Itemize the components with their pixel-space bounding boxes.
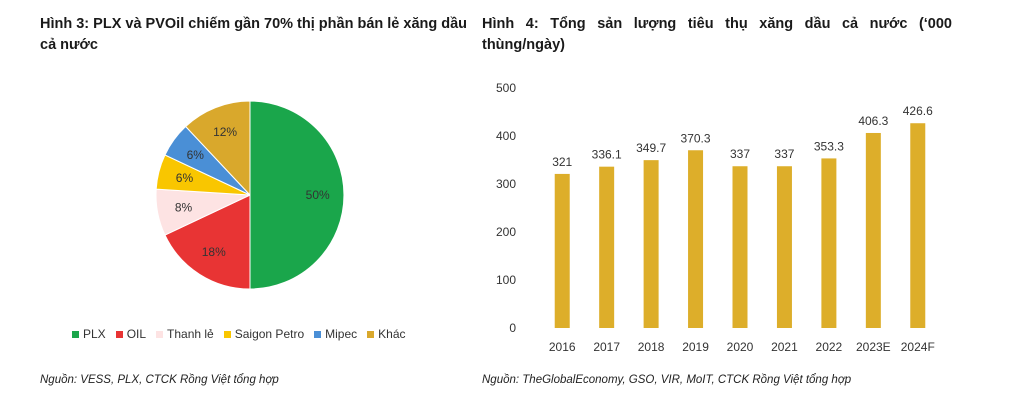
bar-2018 bbox=[643, 160, 659, 328]
bar-figure-title: Hình 4: Tổng sản lượng tiêu thụ xăng dầu… bbox=[482, 16, 952, 53]
bar-value-label: 353.3 bbox=[814, 139, 844, 153]
bar-2023E bbox=[865, 132, 881, 328]
x-tick-label: 2022 bbox=[816, 340, 843, 354]
legend-item: Mipec bbox=[314, 327, 357, 341]
bar-value-label: 337 bbox=[774, 147, 794, 161]
pie-legend: PLX OIL Thanh lẻ Saigon Petro Mipec Khác bbox=[72, 327, 406, 341]
x-tick-label: 2020 bbox=[727, 340, 754, 354]
legend-swatch bbox=[223, 330, 231, 338]
legend-item: Thanh lẻ bbox=[156, 327, 214, 341]
legend-swatch bbox=[367, 330, 375, 338]
legend-swatch bbox=[314, 330, 322, 338]
legend-swatch bbox=[115, 330, 123, 338]
legend-swatch bbox=[156, 330, 164, 338]
legend-label: Saigon Petro bbox=[234, 327, 305, 341]
y-tick-label: 300 bbox=[496, 177, 516, 191]
bar-2016 bbox=[554, 173, 570, 328]
bar-2024F bbox=[910, 123, 926, 328]
x-tick-label: 2021 bbox=[771, 340, 798, 354]
bar-value-label: 370.3 bbox=[681, 131, 711, 145]
bar-value-label: 349.7 bbox=[636, 141, 666, 155]
bar-value-label: 321 bbox=[552, 155, 572, 169]
bar-2020 bbox=[732, 166, 748, 328]
bar-value-label: 337 bbox=[730, 147, 750, 161]
x-tick-label: 2023E bbox=[856, 340, 891, 354]
pie-slice-label: 6% bbox=[187, 148, 205, 162]
pie-slice-label: 6% bbox=[176, 171, 194, 185]
pie-slice-khác bbox=[184, 100, 251, 197]
x-tick-label: 2024F bbox=[901, 340, 935, 354]
legend-item: Khác bbox=[367, 327, 406, 341]
pie-slice-label: 18% bbox=[202, 245, 226, 259]
y-tick-label: 100 bbox=[496, 273, 516, 287]
y-tick-label: 0 bbox=[509, 321, 516, 335]
bar-value-label: 406.3 bbox=[858, 114, 888, 128]
bar-chart: 0 100 200 300 400 500 321 2016 336.1 2017 349.7 201… bbox=[496, 81, 935, 354]
bar-2021 bbox=[776, 166, 792, 328]
pie-chart: 50% 18% 8% 6% 6% 12% bbox=[155, 100, 345, 290]
legend-item: PLX bbox=[72, 327, 106, 341]
legend-swatch bbox=[72, 330, 79, 338]
y-tick-label: 500 bbox=[496, 81, 516, 95]
legend-item: OIL bbox=[115, 327, 147, 341]
legend-label: Mipec bbox=[325, 327, 358, 341]
pie-slice-label: 8% bbox=[175, 201, 193, 215]
pie-slice-label: 12% bbox=[213, 125, 237, 139]
legend-item: Saigon Petro bbox=[223, 327, 305, 341]
pie-figure-title: Hình 3: PLX và PVOil chiếm gần 70% thị p… bbox=[40, 16, 468, 53]
pie-source-note: Nguồn: VESS, PLX, CTCK Rồng Việt tổng hợ… bbox=[40, 374, 279, 386]
bar-source-note: Nguồn: TheGlobalEconomy, GSO, VIR, MoIT,… bbox=[482, 374, 852, 386]
x-tick-label: 2017 bbox=[593, 340, 620, 354]
x-tick-label: 2016 bbox=[549, 340, 576, 354]
x-tick-label: 2018 bbox=[638, 340, 665, 354]
bar-2019 bbox=[688, 150, 704, 328]
legend-label: PLX bbox=[83, 327, 106, 341]
bar-value-label: 426.6 bbox=[903, 104, 933, 118]
pie-slice-plx bbox=[249, 100, 345, 290]
legend-label: OIL bbox=[126, 327, 147, 341]
y-tick-label: 200 bbox=[496, 225, 516, 239]
pie-slice-oil bbox=[164, 194, 251, 290]
y-tick-label: 400 bbox=[496, 129, 516, 143]
bar-2017 bbox=[599, 166, 615, 328]
legend-label: Khác bbox=[378, 327, 406, 341]
bar-value-label: 336.1 bbox=[592, 148, 622, 162]
legend-label: Thanh lẻ bbox=[167, 327, 214, 341]
bar-2022 bbox=[821, 158, 837, 328]
pie-slice-label: 50% bbox=[306, 188, 330, 202]
x-tick-label: 2019 bbox=[682, 340, 709, 354]
